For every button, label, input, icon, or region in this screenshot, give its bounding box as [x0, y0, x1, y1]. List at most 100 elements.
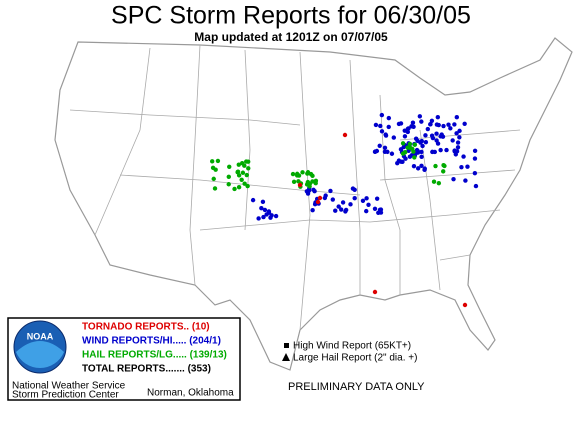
- report-dot: [419, 163, 424, 169]
- report-dot: [364, 208, 369, 214]
- report-dot: [268, 215, 273, 220]
- symbol-label: High Wind Report (65KT+): [293, 341, 411, 352]
- report-dot: [342, 132, 348, 138]
- report-dot: [398, 159, 404, 164]
- report-dot: [382, 145, 388, 150]
- report-dot: [310, 208, 315, 213]
- report-dot: [461, 154, 466, 159]
- report-dot: [429, 118, 435, 123]
- report-dot: [444, 147, 449, 153]
- legend-entry: WIND REPORTS/HI..... (204/1): [82, 336, 221, 347]
- report-dot: [212, 186, 218, 191]
- report-dot: [395, 160, 400, 166]
- report-dot: [441, 163, 446, 168]
- report-dot: [457, 135, 462, 140]
- report-dot: [328, 188, 333, 194]
- report-dot: [348, 202, 353, 207]
- report-dot: [465, 164, 470, 169]
- report-dot: [209, 159, 215, 164]
- report-dot: [290, 171, 296, 177]
- note: PRELIMINARY DATA ONLY: [288, 381, 425, 393]
- report-dot: [259, 205, 264, 211]
- report-dot: [236, 185, 242, 190]
- report-dot: [419, 138, 424, 144]
- report-dot: [454, 131, 459, 136]
- legend-entry: TORNADO REPORTS.. (10): [82, 322, 210, 333]
- report-dot: [317, 195, 323, 201]
- report-dot: [296, 173, 302, 178]
- report-dot: [360, 198, 366, 204]
- report-dot: [473, 183, 479, 189]
- report-dot: [463, 178, 468, 183]
- report-dot: [441, 123, 446, 129]
- report-dot: [340, 200, 346, 205]
- report-dot: [311, 187, 316, 193]
- report-dot: [244, 172, 249, 178]
- report-dot: [242, 181, 247, 186]
- report-dot: [343, 209, 348, 214]
- report-dot: [457, 128, 462, 134]
- report-dot: [422, 167, 427, 173]
- report-dot: [451, 176, 456, 182]
- report-dot: [352, 195, 357, 201]
- report-dot: [291, 179, 297, 185]
- report-dot: [428, 122, 433, 127]
- report-dot: [236, 162, 241, 167]
- report-dot: [373, 122, 379, 128]
- report-dot: [377, 207, 383, 213]
- report-dot: [235, 169, 241, 174]
- report-dot: [374, 148, 380, 154]
- report-dot: [300, 170, 305, 175]
- report-dot: [227, 164, 232, 170]
- report-dot: [401, 144, 406, 150]
- report-dot: [240, 170, 246, 175]
- report-dot: [400, 141, 406, 146]
- report-dot: [433, 163, 438, 169]
- report-dot: [389, 151, 395, 156]
- report-dot: [410, 120, 416, 125]
- report-dot: [297, 182, 303, 188]
- report-dot: [261, 214, 266, 220]
- report-dot: [403, 150, 408, 155]
- report-dot: [382, 149, 388, 154]
- symbol-label: Large Hail Report (2" dia. +): [293, 353, 417, 364]
- report-dot: [366, 202, 371, 207]
- report-dot: [260, 199, 266, 205]
- report-dot: [436, 180, 442, 186]
- logo-text: NOAA: [27, 331, 54, 341]
- report-dot: [407, 141, 413, 147]
- title: SPC Storm Reports for 06/30/05: [111, 2, 471, 30]
- report-dot: [386, 124, 391, 130]
- report-dot: [434, 122, 440, 127]
- report-dot: [439, 132, 444, 137]
- report-dot: [434, 131, 439, 136]
- report-dot: [239, 177, 244, 182]
- report-dot: [462, 302, 468, 308]
- report-dot: [236, 173, 242, 178]
- report-dot: [273, 213, 279, 219]
- report-dot: [379, 129, 385, 134]
- large-hail-symbol: [282, 353, 290, 361]
- report-dot: [305, 171, 310, 176]
- report-dot: [425, 126, 431, 132]
- report-dot: [396, 121, 402, 127]
- report-dot: [245, 159, 251, 164]
- report-dot: [419, 119, 424, 124]
- storm-reports: [209, 112, 479, 308]
- agency: Storm Prediction Center: [12, 390, 119, 401]
- high-wind-symbol: [284, 343, 289, 348]
- report-dot: [352, 187, 357, 193]
- report-dot: [415, 166, 421, 171]
- report-dot: [472, 148, 478, 153]
- report-dot: [372, 206, 378, 212]
- report-dot: [262, 207, 268, 213]
- report-dot: [448, 126, 453, 131]
- report-dot: [423, 139, 429, 145]
- report-dot: [336, 204, 341, 209]
- report-dot: [226, 174, 231, 179]
- legend-entry: TOTAL REPORTS....... (353): [82, 364, 211, 375]
- report-dot: [430, 149, 435, 155]
- report-dot: [417, 114, 423, 119]
- report-dot: [454, 114, 460, 120]
- report-dot: [242, 163, 247, 168]
